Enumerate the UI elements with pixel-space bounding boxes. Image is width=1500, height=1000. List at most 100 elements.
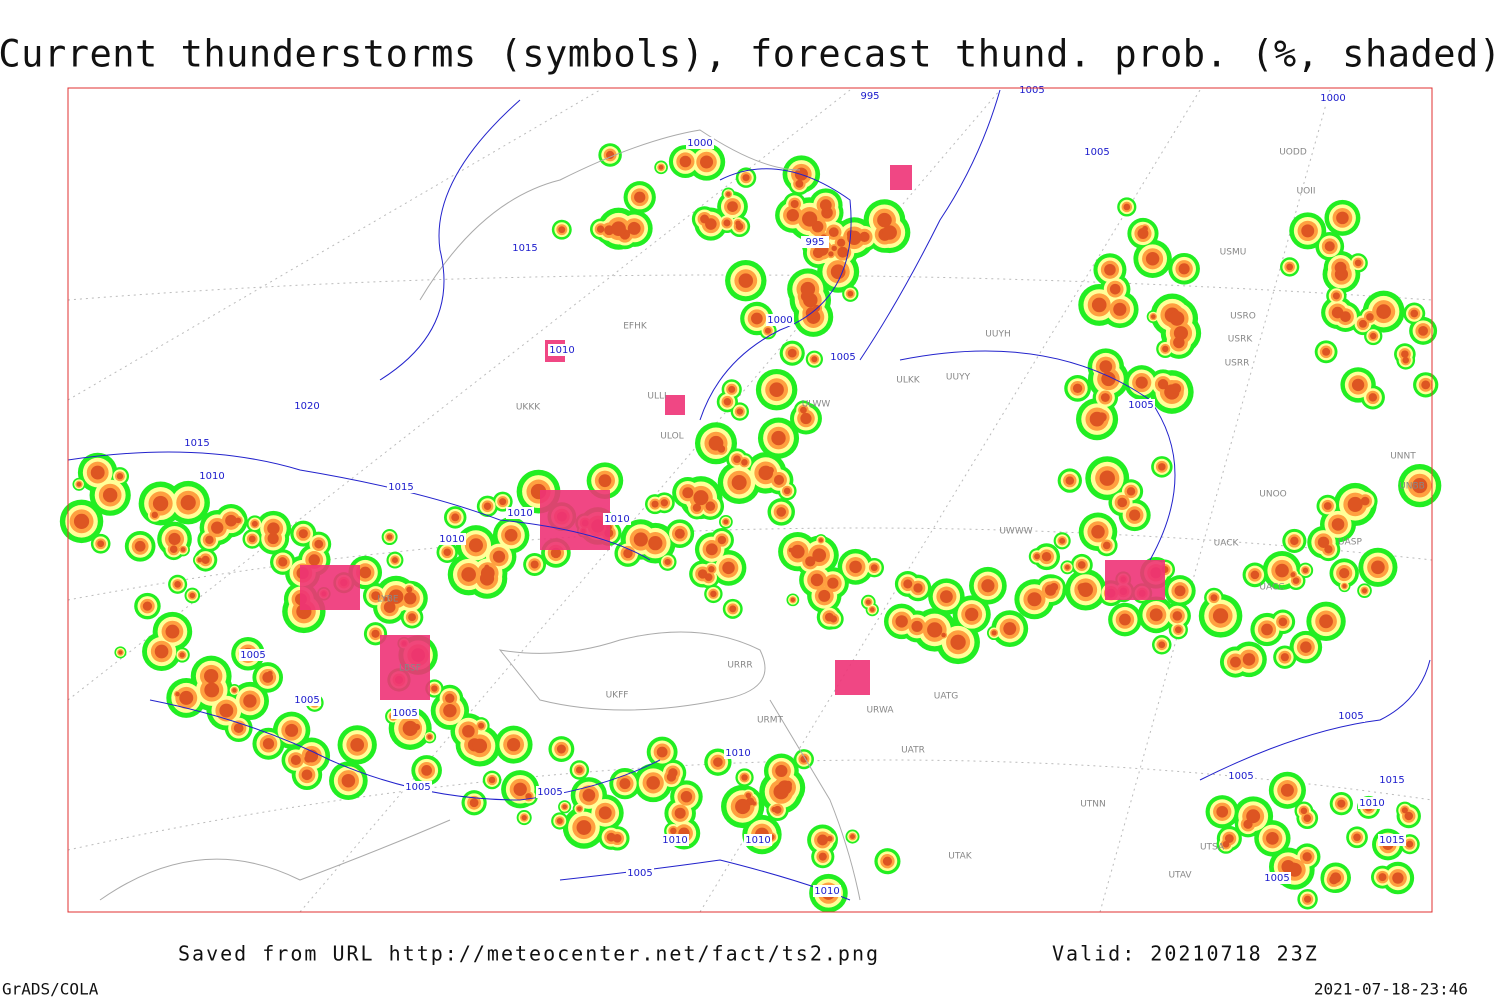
isobar-label: 1005	[1338, 711, 1363, 722]
shade-blob	[1337, 799, 1346, 808]
station-label: UKFF	[606, 691, 629, 701]
shade-blob	[1412, 478, 1428, 494]
shade-blob	[850, 834, 855, 840]
shade-blob	[290, 755, 301, 766]
shade-blob	[1135, 376, 1148, 389]
shade-blob	[818, 589, 831, 602]
shade-blob	[248, 535, 256, 543]
isobar-label: 1005	[627, 868, 652, 879]
shade-blob	[1322, 347, 1331, 356]
shade-blob	[1378, 873, 1387, 882]
station-label: UTSA	[1200, 843, 1225, 853]
shade-blob	[1172, 611, 1183, 621]
shade-blob	[598, 806, 612, 820]
station-label: UATR	[901, 746, 925, 756]
isobar-label: 1005	[294, 695, 319, 706]
shade-blob	[771, 806, 777, 813]
shade-blob	[1077, 561, 1086, 569]
shade-blob	[1123, 203, 1131, 211]
isobar-label-box	[1227, 770, 1255, 782]
shade-blob	[506, 737, 521, 752]
shade-blob	[742, 174, 750, 182]
shade-blob	[710, 590, 717, 598]
isobar-label: 1000	[1320, 93, 1345, 104]
shade-blob	[189, 592, 196, 599]
shade-blob	[877, 212, 892, 228]
shade-blob	[1280, 653, 1289, 662]
isobar-label: 1010	[745, 835, 770, 846]
shade-blob	[371, 591, 381, 601]
shade-blob	[660, 499, 669, 507]
shade-blob	[776, 507, 787, 517]
isobar-label-box	[239, 649, 267, 661]
shade-blob	[341, 773, 356, 788]
shade-blob	[1359, 319, 1367, 328]
probability-shading	[59, 143, 1442, 913]
isobar-label: 1015	[512, 243, 537, 254]
shade-blob	[1334, 261, 1347, 274]
shade-blob	[1302, 567, 1309, 574]
shade-blob	[1300, 641, 1312, 653]
shade-blob	[406, 586, 413, 593]
shade-blob	[298, 529, 308, 539]
shade-blob	[1169, 311, 1185, 326]
shade-blob	[1361, 588, 1368, 594]
shade-blob	[499, 498, 507, 506]
shade-blob	[1150, 314, 1156, 319]
shade-blob	[169, 545, 178, 554]
shade-blob	[308, 554, 320, 566]
shade-blob	[1064, 564, 1070, 570]
station-label: UACC	[1259, 583, 1284, 593]
shade-blob	[575, 766, 583, 774]
shade-blob	[869, 607, 875, 612]
shade-blob	[911, 620, 923, 633]
shade-blob	[646, 776, 660, 790]
shade-blob	[1287, 862, 1302, 877]
shade-blob	[751, 801, 757, 806]
shade-blob	[802, 211, 818, 227]
station-label: UNNT	[1390, 452, 1416, 462]
shade-blob	[741, 774, 748, 781]
shade-blob	[1222, 840, 1230, 848]
shade-blob	[1360, 496, 1370, 506]
shade-blob	[766, 466, 774, 474]
shade-blob	[388, 589, 404, 604]
shade-blob	[1129, 509, 1141, 521]
timestamp: 2021-07-18-23:46	[1314, 980, 1468, 999]
shade-blob	[1104, 263, 1116, 276]
shade-blob	[1401, 350, 1409, 358]
shade-blob	[1347, 496, 1363, 512]
shade-blob	[1178, 263, 1190, 275]
shade-blob	[800, 755, 808, 763]
isobar-label: 1015	[184, 438, 209, 449]
shade-blob	[1027, 592, 1042, 607]
shade-blob	[1034, 553, 1041, 560]
isobar-label: 1010	[604, 514, 629, 525]
shade-blob	[168, 532, 181, 546]
shade-blob	[1353, 833, 1361, 842]
isobar-label: 1005	[240, 650, 265, 661]
shade-blob	[717, 535, 727, 545]
shade-blob	[116, 473, 124, 480]
shade-blob	[174, 581, 181, 588]
shade-blob	[870, 564, 878, 572]
shade-blob	[735, 798, 751, 815]
isobar-label: 1010	[662, 835, 687, 846]
shade-blob	[831, 245, 837, 252]
shade-blob	[211, 521, 224, 534]
shade-blob	[1280, 783, 1294, 797]
shade-blob	[154, 644, 169, 659]
isobar-label: 1010	[549, 345, 574, 356]
shade-blob	[1342, 583, 1347, 589]
shade-blob	[408, 613, 416, 622]
coastlines	[99, 129, 861, 901]
shade-blob	[445, 693, 455, 704]
shade-blob	[468, 538, 483, 553]
shade-blob	[550, 547, 562, 559]
isobar-label: 1005	[1019, 85, 1044, 96]
isobar-label: 1010	[725, 748, 750, 759]
station-label: USRR	[1225, 359, 1250, 369]
shade-blob	[118, 650, 123, 655]
isobar-label: 1015	[1379, 775, 1404, 786]
